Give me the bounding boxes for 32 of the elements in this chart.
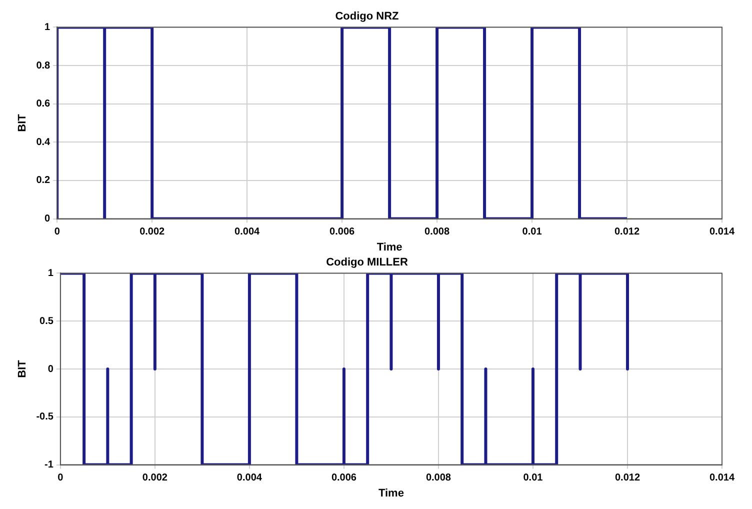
- x-tick-label: 0.004: [234, 226, 260, 238]
- y-tick-label: 0.6: [36, 98, 51, 110]
- x-tick-label: 0.012: [614, 226, 640, 238]
- x-tick-label: 0.008: [426, 472, 452, 484]
- y-tick-label: 0: [44, 214, 51, 225]
- x-tick-label: 0.014: [709, 472, 735, 484]
- x-tick-label: 0.006: [331, 472, 357, 484]
- chart-title: Codigo MILLER: [326, 256, 408, 269]
- x-tick-label: 0: [58, 472, 64, 484]
- x-tick-label: 0.012: [614, 472, 640, 484]
- x-tick-label: 0.002: [142, 472, 168, 484]
- x-tick-label: 0.006: [330, 226, 356, 238]
- x-tick-label: 0.014: [709, 226, 735, 238]
- y-tick-label: 0.4: [36, 136, 51, 148]
- y-tick-label: 0.2: [36, 175, 51, 186]
- y-tick-label: 0.8: [36, 60, 51, 72]
- y-axis-title: BIT: [16, 114, 29, 132]
- y-tick-label: 0: [48, 364, 54, 375]
- x-tick-label: 0.002: [140, 226, 166, 238]
- x-tick-label: 0.008: [424, 226, 450, 238]
- y-tick-label: -0.5: [36, 412, 54, 423]
- x-tick-label: 0.004: [236, 472, 262, 484]
- x-tick-label: 0.01: [523, 472, 544, 484]
- y-tick-label: 1: [44, 22, 51, 33]
- x-tick-label: 0.01: [522, 226, 542, 238]
- x-axis-title: Time: [378, 487, 404, 500]
- x-axis-title: Time: [376, 241, 402, 254]
- y-axis-title: BIT: [16, 360, 29, 378]
- chart-title: Codigo NRZ: [335, 10, 400, 23]
- y-tick-label: -1: [44, 460, 54, 471]
- y-tick-label: 0.5: [40, 316, 54, 327]
- y-tick-label: 1: [48, 268, 54, 279]
